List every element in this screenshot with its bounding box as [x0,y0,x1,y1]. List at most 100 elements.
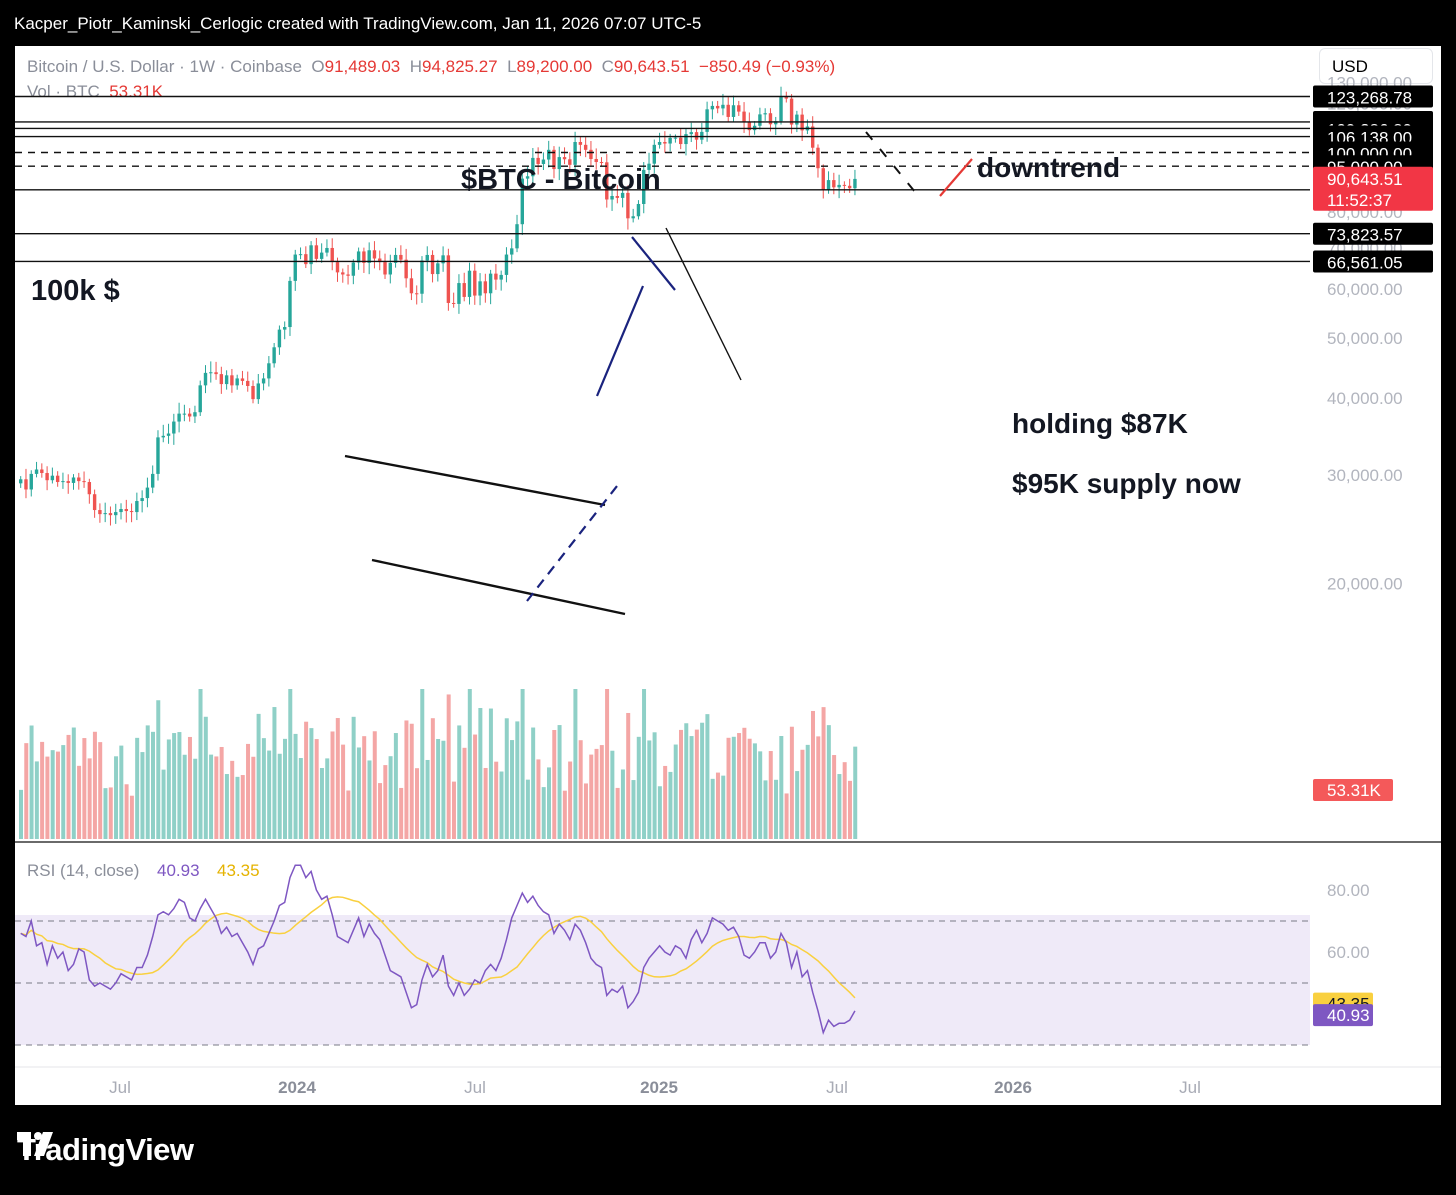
volume-bar [55,751,60,839]
price-level-label: 66,561.05 [1327,253,1403,272]
channel-lower-line [371,558,626,616]
candle-body [256,383,260,400]
candle-body [515,224,519,249]
candle-body [758,114,762,126]
symbol-name[interactable]: Bitcoin / U.S. Dollar · 1W · Coinbase [27,57,302,76]
volume-bar [700,722,705,839]
candle-body [335,262,340,273]
volume-bar [821,707,826,839]
candle-body [774,121,778,125]
rsi-ma-value-legend: 43.35 [217,861,260,880]
volume-bar [494,761,499,839]
annotation-100k: 100k $ [31,275,120,307]
volume-bar [826,725,831,839]
rsi-value-legend: 40.93 [157,861,200,880]
volume-bar [19,789,23,839]
volume-bar [356,747,361,839]
volume-bar [172,733,177,839]
volume-bar [304,721,309,839]
candle-body [50,475,55,481]
volume-bar [768,751,773,839]
candle-body [599,162,604,164]
candle-body [742,111,746,123]
volume-bar [346,790,351,839]
candle-body [715,105,720,109]
currency-button[interactable]: USD [1319,48,1433,84]
time-tick-label: Jul [826,1078,848,1097]
volume-bar [715,772,720,839]
volume-bar [161,769,166,839]
candle-body [768,113,773,125]
volume-bar [351,716,356,839]
annotation-downtrend: downtrend [977,152,1120,183]
close-label: C [601,57,614,76]
volume-tag-label: 53.31K [1327,781,1382,800]
candle-body [647,163,651,170]
candle-body [198,385,202,413]
volume-bar [842,762,847,839]
candle-body [684,134,688,145]
volume-bar [230,760,235,839]
open-label: O [311,57,325,76]
candle-body [457,283,461,304]
last-price-label: 90,643.51 [1327,170,1403,189]
candle-body [816,147,820,169]
rsi-band-fill [15,915,1310,1045]
volume-bar [61,745,66,839]
volume-bar [224,774,229,839]
volume-bar [393,733,398,839]
price-chart-svg[interactable]: RSI (14, close) 40.93 43.3580.0060.0043.35… [15,46,1441,1105]
candle-body [409,278,414,294]
dashed-downtrend [865,131,921,199]
volume-bar [219,746,224,839]
price-level-tag [1313,222,1433,245]
volume-bar [140,752,145,839]
candle-body [462,283,466,297]
chart-frame[interactable]: Bitcoin / U.S. Dollar · 1W · Coinbase O 9… [15,46,1441,1105]
volume-bar [182,754,187,839]
candle-body [272,347,276,364]
candle-body [108,513,113,516]
candle-body [763,113,767,115]
low-label: L [507,57,517,76]
candle-body [520,178,524,225]
volume-bar [499,771,504,839]
volume-bar [71,727,76,839]
volume-bar [77,765,82,839]
volume-bar [119,745,124,839]
volume-bar [145,725,150,839]
volume-bar [399,787,404,839]
volume-bar [689,736,694,839]
candle-body [705,109,709,132]
volume-bar [430,718,435,839]
volume-bar [40,741,45,839]
volume-bar [124,784,129,839]
tradingview-logo-icon [17,1132,53,1156]
candle-body [499,274,503,280]
volume-bar [811,710,815,839]
volume-bar [531,727,536,839]
candle-body [182,413,187,415]
candle-body [362,251,366,263]
volume-bar [103,788,108,839]
volume-bar [573,689,578,839]
attribution: Kacper_Piotr_Kaminski_Cerlogic created w… [14,14,702,33]
volume-bar [847,780,852,839]
volume-bar [589,754,594,839]
candle-body [541,159,546,164]
volume-bar [478,708,483,839]
volume-bar [135,737,140,839]
candle-body [451,302,456,304]
volume-bar [652,732,657,839]
price-tick-label: 60,000.00 [1327,280,1403,299]
candle-body [557,157,561,170]
volume-bar [457,725,462,839]
price-level-tag [1313,85,1433,108]
breakout-trendline [526,485,618,602]
candle-body [119,509,123,513]
candle-body [710,105,715,110]
candle-body [430,254,435,275]
candle-body [663,141,667,144]
candle-body [61,481,65,483]
candle-body [87,482,92,495]
